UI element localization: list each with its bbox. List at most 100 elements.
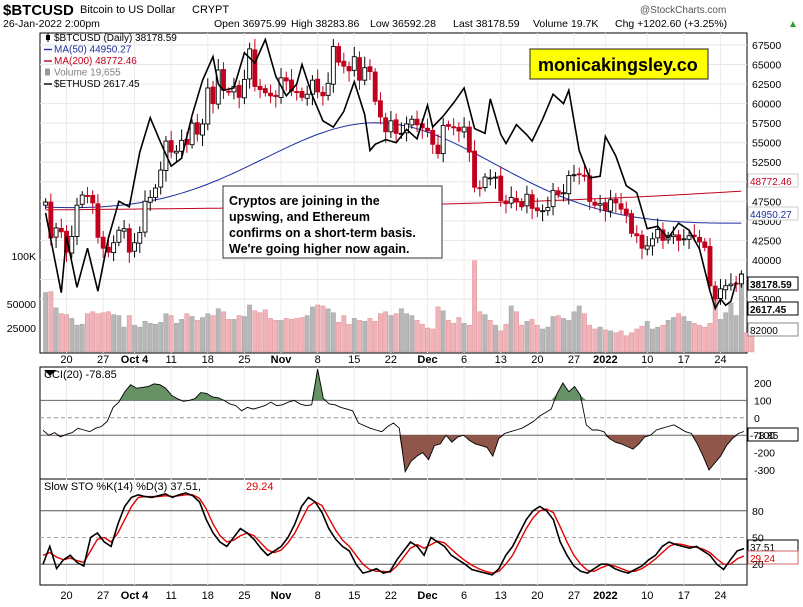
volume-bar: [571, 311, 577, 353]
volume-bar: [95, 313, 101, 353]
x-tick-label-bottom: Dec: [417, 590, 437, 602]
volume-bar: [247, 304, 253, 353]
candle-body: [681, 238, 687, 241]
volume-bar: [205, 313, 211, 353]
candle-body: [111, 242, 117, 254]
candle-body: [142, 200, 148, 233]
candle: [252, 38, 258, 92]
volume-bar: [194, 320, 200, 353]
annotation-line-1: Cryptos are joining in the: [229, 194, 380, 208]
volume-bar: [409, 315, 415, 353]
candle: [205, 78, 211, 131]
candle-body: [257, 85, 263, 90]
candle: [561, 184, 566, 202]
candle: [283, 71, 289, 91]
candle: [85, 186, 90, 204]
candle-body: [676, 234, 682, 241]
volume-bar: [602, 329, 608, 353]
volume-bar: [529, 319, 535, 353]
volume-bar: [482, 314, 488, 353]
annotation-line-4: We're going higher now again.: [229, 242, 410, 256]
watermark: @StockCharts.com: [640, 5, 726, 16]
candle: [618, 192, 624, 215]
cci-tick-label: -200: [754, 448, 775, 460]
x-tick-label: 25: [238, 354, 250, 366]
volume-bar: [158, 322, 164, 353]
volume-bar: [215, 308, 221, 353]
volume-bar: [446, 320, 451, 353]
annotation-box: [222, 185, 443, 259]
candle-body: [315, 78, 321, 93]
candle: [194, 114, 200, 142]
price-tick-label: 42500: [752, 235, 781, 247]
candle: [336, 42, 342, 67]
x-tick-label: 22: [385, 354, 397, 366]
open-value: Open 36975.99: [214, 18, 287, 30]
volume-bar: [414, 320, 420, 353]
candle-body: [283, 77, 289, 82]
x-tick-label: 8: [315, 354, 321, 366]
candle-body: [644, 245, 650, 250]
candle: [728, 273, 734, 291]
candle-body: [205, 87, 211, 125]
x-tick-label-bottom: 10: [641, 590, 653, 602]
volume-bar: [126, 315, 132, 353]
sto-k-tag-text: 37.51: [750, 543, 775, 554]
candle: [503, 194, 509, 214]
cci-collapse-icon: [44, 370, 56, 376]
candle: [508, 186, 514, 209]
volume-bar: [744, 332, 750, 353]
candle: [100, 231, 106, 258]
candle-body: [377, 100, 383, 118]
volume-bar: [398, 308, 404, 353]
volume-bar: [472, 260, 477, 353]
candle: [592, 198, 598, 210]
candle: [367, 59, 373, 81]
candle: [268, 84, 274, 104]
change-value: Chg +1202.60 (+3.25%): [615, 18, 727, 30]
candle: [142, 190, 148, 238]
price-tick-label: 57500: [752, 118, 781, 130]
volume-bar: [74, 324, 80, 353]
candle-body: [634, 233, 640, 237]
volume-bar: [105, 311, 111, 353]
volume-bar: [456, 317, 462, 353]
candle: [90, 190, 96, 214]
volume-bar: [85, 313, 90, 353]
candle: [545, 196, 551, 216]
candle-body: [571, 174, 577, 177]
cci-tick-label: 0: [754, 413, 760, 425]
candle: [111, 235, 117, 262]
x-tick-label-bottom: 27: [97, 590, 109, 602]
candle-body: [200, 123, 205, 136]
volume-bar: [262, 309, 268, 353]
candle: [325, 72, 331, 101]
volume-bar: [655, 326, 661, 353]
x-tick-label-bottom: 17: [678, 590, 690, 602]
volume-bar: [561, 318, 566, 353]
candle-body: [179, 139, 185, 152]
candle-body: [304, 93, 310, 99]
candle: [707, 237, 713, 294]
candle: [524, 185, 530, 214]
candle: [723, 279, 729, 300]
annotation-line-3: confirms on a short-term basis.: [229, 226, 416, 240]
candle: [451, 118, 457, 136]
ma50-tag: 44950.27: [747, 206, 799, 221]
candle: [173, 145, 179, 163]
volume-bar: [367, 318, 373, 353]
cci-line: [42, 369, 745, 474]
candle: [320, 86, 326, 106]
candle: [168, 130, 174, 159]
volume-bar: [388, 315, 394, 353]
x-tick-label: 15: [348, 354, 360, 366]
volume-bar: [383, 311, 389, 353]
candle-body: [639, 234, 645, 249]
volume-bar: [174, 323, 179, 353]
candle-body: [116, 229, 122, 243]
candle: [629, 209, 634, 238]
candle-body: [524, 193, 530, 207]
candle: [341, 52, 347, 74]
quote-date: 26-Jan-2022 2:00pm: [3, 18, 100, 30]
candle: [555, 186, 561, 199]
